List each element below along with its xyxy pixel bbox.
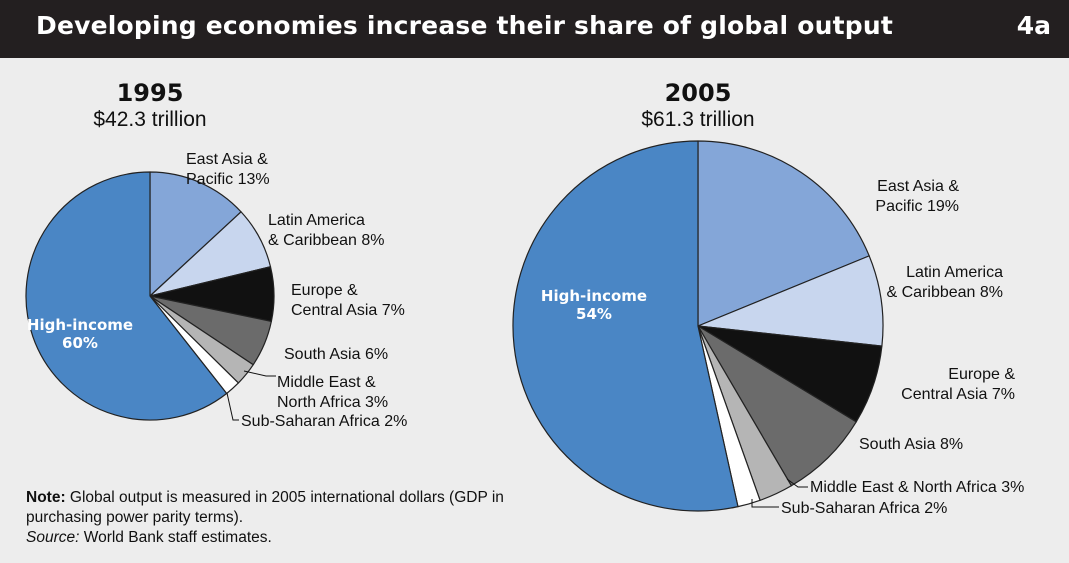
chart-title: Developing economies increase their shar… — [36, 11, 893, 40]
leader-line-middle-east-and-north-africa-2005 — [786, 478, 808, 488]
leader-line-middle-east-and-north-africa-1995 — [243, 370, 276, 377]
slice-label-europe-and-central-asia-2005: Europe & Central Asia 7% — [901, 366, 1015, 403]
slice-high-income-2005 — [512, 140, 739, 512]
slice-east-asia-and-pacific-2005 — [697, 140, 870, 327]
slice-latin-america-and-caribbean-2005 — [697, 255, 884, 347]
leader-line-sub-saharan-africa-1995 — [226, 392, 239, 421]
leader-line-sub-saharan-africa-2005 — [751, 499, 779, 508]
source-label: Source: — [26, 529, 80, 546]
slice-label-high-income-1995: High-income 60% — [27, 316, 133, 352]
slice-label-south-asia-1995: South Asia 6% — [284, 346, 388, 363]
slice-label-middle-east-and-north-africa-2005: Middle East & North Africa 3% — [810, 479, 1024, 496]
slice-label-middle-east-and-north-africa-1995: Middle East & North Africa 3% — [277, 374, 388, 411]
slice-label-europe-and-central-asia-1995: Europe & Central Asia 7% — [291, 282, 405, 319]
slice-south-asia-2005 — [697, 325, 857, 487]
note-text: Global output is measured in 2005 intern… — [26, 489, 504, 526]
chart-header: Developing economies increase their shar… — [0, 0, 1069, 58]
pie-subtitle-2005: $61.3 trillion — [641, 108, 754, 131]
pie-chart-2005: 2005 $61.3 trillion East Asia & Pacific 1… — [512, 79, 1024, 517]
slice-label-sub-saharan-africa-2005: Sub-Saharan Africa 2% — [781, 500, 947, 517]
pie-subtitle-1995: $42.3 trillion — [93, 108, 206, 131]
pie-title-1995: 1995 — [117, 79, 184, 107]
slice-label-east-asia-and-pacific-1995: East Asia & Pacific 13% — [186, 151, 270, 188]
pie-chart-1995: 1995 $42.3 trillion East Asia & Pacific 1… — [25, 79, 407, 430]
slice-high-income-1995 — [25, 171, 228, 421]
slice-label-east-asia-and-pacific-2005: East Asia & Pacific 19% — [875, 178, 959, 215]
pie-charts: 1995 $42.3 trillion East Asia & Pacific 1… — [25, 79, 1024, 517]
slice-east-asia-and-pacific-1995 — [149, 171, 242, 297]
figure-number: 4a — [1016, 11, 1051, 40]
slice-label-sub-saharan-africa-1995: Sub-Saharan Africa 2% — [241, 413, 407, 430]
source-text: World Bank staff estimates. — [83, 529, 272, 546]
note-label: Note: — [26, 489, 66, 506]
pie-title-2005: 2005 — [665, 79, 732, 107]
note-line: Note: Global output is measured in 2005 … — [26, 488, 546, 528]
slice-label-south-asia-2005: South Asia 8% — [859, 436, 963, 453]
slice-label-latin-america-and-caribbean-1995: Latin America & Caribbean 8% — [268, 212, 385, 249]
slice-label-high-income-2005: High-income 54% — [541, 287, 647, 323]
chart-note: Note: Global output is measured in 2005 … — [26, 488, 546, 548]
source-line: Source: World Bank staff estimates. — [26, 528, 546, 548]
slice-label-latin-america-and-caribbean-2005: Latin America & Caribbean 8% — [886, 264, 1003, 301]
